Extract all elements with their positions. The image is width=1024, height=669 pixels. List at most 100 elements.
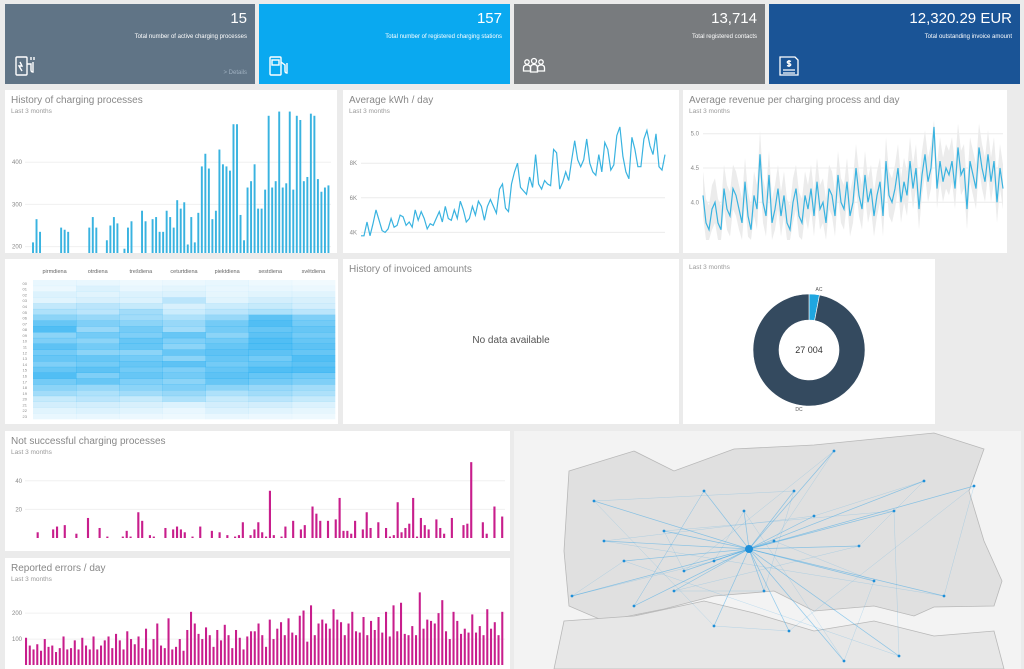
heatmap-cell (291, 337, 336, 345)
bar (186, 244, 189, 253)
route-line (673, 548, 750, 592)
bar (284, 526, 287, 538)
heatmap-cell (205, 285, 250, 292)
heatmap-cell (248, 390, 293, 397)
bar (303, 525, 306, 538)
heatmap-cell (76, 337, 120, 345)
heatmap-cell (33, 372, 77, 379)
column-label: sestdiena (259, 269, 283, 275)
bar (493, 506, 496, 538)
bar (400, 602, 403, 665)
heatmap-cell (291, 361, 336, 368)
bar (234, 536, 237, 538)
column-label: trešdiena (130, 269, 154, 275)
bar (164, 527, 167, 538)
bar (313, 635, 316, 665)
station-dot (682, 569, 686, 573)
bar (239, 214, 242, 253)
heatmap-cell (119, 413, 163, 420)
row-label: 21 (23, 402, 28, 407)
route-line (713, 548, 750, 562)
heatmap-cell (76, 280, 120, 287)
heatmap-cell (76, 291, 120, 298)
kwh-day-card: Average kWh / day Last 3 months 4K 6K 8K (343, 90, 679, 253)
heatmap-cell (76, 401, 120, 408)
bar (226, 535, 229, 538)
bar (272, 639, 275, 665)
bar (169, 217, 172, 253)
bar (299, 120, 302, 253)
heatmap-cell (33, 285, 77, 292)
bar (66, 649, 69, 665)
heatmap-cell (76, 395, 120, 402)
bar (278, 111, 281, 253)
kpi-registered-stations[interactable]: 157 Total number of registered charging … (259, 4, 510, 84)
row-label: 04 (23, 304, 28, 309)
bar (148, 649, 151, 665)
row-label: 09 (23, 333, 28, 338)
station-dot (602, 539, 606, 543)
station-dot (892, 509, 896, 513)
heatmap-cell (119, 384, 163, 391)
bar (115, 633, 118, 665)
bar (315, 513, 318, 538)
heatmap-cell (291, 280, 336, 287)
kpi-active-charging[interactable]: 15 Total number of active charging proce… (5, 4, 255, 84)
bar (501, 516, 504, 538)
row-label: 19 (23, 391, 28, 396)
bar (257, 623, 260, 665)
bar (340, 622, 343, 665)
bar (144, 221, 147, 253)
heatmap-cell (291, 291, 336, 298)
invoiced-card: History of invoiced amounts No data avai… (343, 259, 679, 424)
bar (283, 635, 286, 665)
bar (246, 187, 249, 253)
heatmap-cell (205, 326, 250, 333)
heatmap-cell (291, 320, 336, 327)
route-line (748, 450, 835, 550)
route-line (603, 540, 750, 550)
heatmap-cell (76, 349, 120, 356)
bar (272, 535, 275, 538)
heatmap-cell (248, 384, 293, 391)
bar (158, 231, 161, 253)
heatmap-cell (291, 401, 336, 408)
bar (190, 611, 193, 665)
kpi-registered-contacts[interactable]: 13,714 Total registered contacts (514, 4, 765, 84)
card-subtitle: Last 3 months (11, 449, 52, 456)
charging-routes-map[interactable] (514, 431, 1021, 669)
bar (292, 189, 295, 253)
details-link[interactable]: > Details (223, 70, 247, 76)
heatmap-cell (76, 355, 120, 362)
bar (433, 623, 436, 665)
bar (242, 649, 245, 665)
bar (88, 649, 91, 665)
heatmap-cell (76, 366, 120, 373)
bar (52, 529, 55, 538)
donut-center-label: 27 004 (795, 345, 823, 355)
ac-dc-donut-chart: 27 004 AC DC (752, 287, 866, 413)
heatmap-cell (33, 326, 77, 333)
heatmap-cell (33, 384, 77, 391)
heatmap-cell (248, 337, 293, 345)
kpi-outstanding-invoice[interactable]: 12,320.29 EUR Total outstanding invoice … (769, 4, 1020, 84)
bar (51, 645, 54, 665)
bar (388, 536, 391, 538)
map-card[interactable] (514, 431, 1021, 669)
bar (481, 522, 484, 538)
station-dot (832, 449, 836, 453)
station-dot (762, 589, 766, 593)
bar (25, 637, 28, 665)
bar (426, 619, 429, 665)
bar (109, 225, 112, 253)
bar (291, 632, 294, 665)
heatmap-cell (291, 303, 336, 310)
bar (133, 644, 136, 665)
heatmap-cell (119, 401, 163, 408)
heatmap-cell (33, 407, 77, 414)
bar (55, 526, 59, 538)
bar (415, 635, 418, 665)
bar (320, 191, 323, 253)
bar (137, 512, 140, 538)
heatmap-cell (119, 372, 163, 379)
